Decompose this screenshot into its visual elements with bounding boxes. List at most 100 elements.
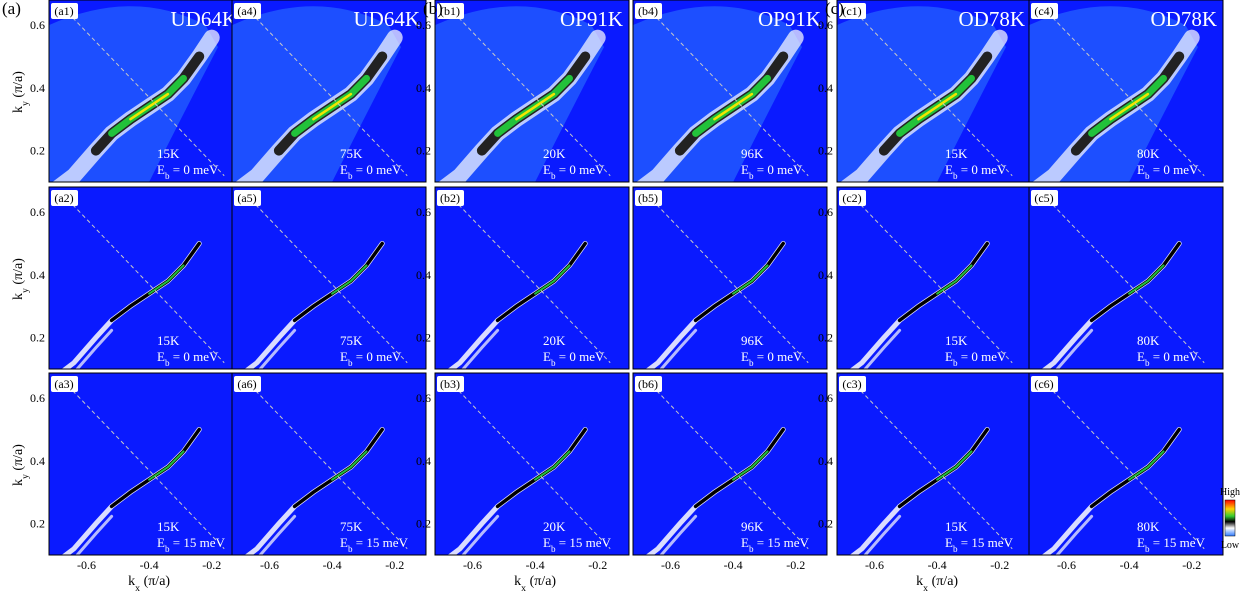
panel-content [633, 0, 827, 182]
panel-tag: (b6) [638, 377, 658, 391]
energy-label: Eb = 0 meV [543, 349, 605, 368]
x-tick-label: -0.2 [786, 558, 805, 572]
panel-tag: (a5) [237, 191, 256, 205]
column-title: OP91K [560, 7, 623, 31]
temperature-label: 96K [741, 519, 764, 534]
zone-boundary-line [855, 199, 1013, 364]
y-axis-label: ky (π/a) [11, 444, 31, 486]
panel-content [633, 373, 827, 555]
energy-label: Eb = 0 meV [1137, 162, 1199, 181]
panel-tag: (a1) [54, 4, 73, 18]
colorbar [1224, 499, 1236, 537]
x-tick-label: -0.2 [385, 558, 404, 572]
energy-label: Eb = 15 meV [945, 535, 1013, 554]
x-axis-label: kx (π/a) [514, 574, 556, 594]
band-shadow [659, 514, 698, 555]
x-axis-label: kx (π/a) [916, 574, 958, 594]
panel-frame [1028, 186, 1224, 370]
x-tick-label: -0.2 [588, 558, 607, 572]
x-tick-label: -0.4 [140, 558, 159, 572]
panel-background [49, 373, 243, 555]
panel-tag: (b4) [638, 4, 658, 18]
temperature-label: 15K [945, 333, 968, 348]
panel-background [837, 187, 1031, 369]
y-tick-label: 0.6 [416, 205, 431, 219]
zone-boundary-line [855, 12, 1013, 177]
band-green [331, 264, 368, 295]
zone-boundary-line [1047, 12, 1205, 177]
band-green [936, 264, 973, 295]
panel-content [232, 0, 426, 182]
panel-background [49, 187, 243, 369]
band-shadow [258, 514, 297, 555]
zone-boundary-line [453, 385, 611, 550]
panel-content [435, 0, 629, 182]
panel-tag-box [635, 376, 662, 392]
band-shadow [461, 514, 500, 555]
measured-region [49, 6, 218, 182]
panel-tag-box [839, 3, 866, 19]
x-tick-label: -0.4 [1120, 558, 1139, 572]
x-tick-label: -0.4 [928, 558, 947, 572]
energy-label: Eb = 0 meV [945, 162, 1007, 181]
panel-tag: (b3) [440, 377, 460, 391]
energy-label: Eb = 0 meV [741, 162, 803, 181]
panel-content [49, 373, 243, 555]
y-axis-label: ky (π/a) [11, 258, 31, 300]
temperature-label: 20K [543, 333, 566, 348]
column-title: OD78K [1151, 7, 1218, 31]
group-label: (b) [423, 0, 443, 18]
band-green [732, 450, 769, 481]
zone-boundary-line [250, 12, 408, 177]
band-shadow [863, 328, 902, 369]
y-tick-label: 0.4 [416, 454, 431, 468]
panel-tag-box [234, 376, 261, 392]
panel-background [435, 373, 629, 555]
panel-tag: (b5) [638, 191, 658, 205]
band-shadow [1055, 328, 1094, 369]
energy-label: Eb = 15 meV [543, 535, 611, 554]
panel-frame [434, 372, 630, 556]
temperature-label: 20K [543, 146, 566, 161]
zone-boundary-line [651, 385, 809, 550]
zone-boundary-line [67, 12, 225, 177]
panel-frame [632, 372, 828, 556]
energy-label: Eb = 15 meV [340, 535, 408, 554]
band-green [1128, 264, 1165, 295]
panel-content [232, 373, 426, 555]
panel-content [1029, 0, 1223, 182]
y-tick-label: 0.2 [818, 331, 833, 345]
band-shadow [863, 514, 902, 555]
y-tick-label: 0.6 [818, 391, 833, 405]
measured-region [1029, 6, 1198, 182]
panel-content [435, 373, 629, 555]
panel-frame [1028, 0, 1224, 183]
panel-content [49, 187, 243, 369]
panel-tag-box [437, 3, 464, 19]
panel-tag: (c5) [1034, 191, 1053, 205]
panel-frame [231, 186, 427, 370]
y-tick-label: 0.4 [818, 268, 833, 282]
x-tick-label: -0.2 [1182, 558, 1201, 572]
panel-frame [434, 186, 630, 370]
panel-tag: (a4) [237, 4, 256, 18]
temperature-label: 96K [741, 333, 764, 348]
panel-tag-box [635, 190, 662, 206]
panel-tag: (a2) [54, 191, 73, 205]
band-shadow [75, 328, 114, 369]
panel-tag: (c3) [842, 377, 861, 391]
energy-label: Eb = 15 meV [1137, 535, 1205, 554]
